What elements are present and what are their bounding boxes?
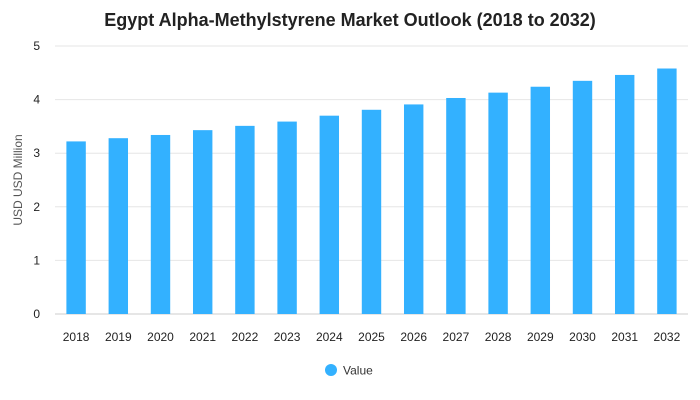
y-tick-label: 1: [33, 253, 40, 267]
y-tick-label: 4: [33, 93, 40, 107]
y-axis-title: USD USD Million: [11, 134, 25, 225]
x-axis-ticks: 2018 2019 2020 2021 2022 2023 2024 2025 2026 2027…: [63, 330, 681, 344]
x-tick-label-2031: 2031: [611, 330, 638, 344]
bar-2032[interactable]: [657, 68, 677, 315]
x-tick-label-2032: 2032: [654, 330, 681, 344]
bar-2026[interactable]: [403, 104, 424, 314]
x-tick-label-2022: 2022: [232, 330, 259, 344]
x-tick-label-2028: 2028: [485, 330, 512, 344]
legend-label-value: Value: [343, 364, 373, 378]
bar-2019[interactable]: [108, 138, 129, 314]
bar-2021[interactable]: [192, 130, 213, 314]
x-tick-label-2024: 2024: [316, 330, 343, 344]
x-tick-label-2030: 2030: [569, 330, 596, 344]
bar-2024[interactable]: [319, 115, 340, 315]
x-tick-label-2023: 2023: [274, 330, 301, 344]
x-tick-label-2026: 2026: [400, 330, 427, 344]
bar-2020[interactable]: [150, 134, 171, 314]
x-tick-label-2019: 2019: [105, 330, 132, 344]
bar-2018[interactable]: [66, 141, 86, 314]
x-tick-label-2018: 2018: [63, 330, 90, 344]
bar-2025[interactable]: [361, 109, 382, 314]
x-tick-label-2029: 2029: [527, 330, 554, 344]
bar-2029[interactable]: [530, 86, 551, 315]
x-tick-label-2027: 2027: [443, 330, 470, 344]
bar-2023[interactable]: [277, 121, 297, 315]
y-tick-label: 3: [33, 146, 40, 160]
x-tick-label-2025: 2025: [358, 330, 385, 344]
bar-2030[interactable]: [572, 80, 593, 314]
x-tick-label-2021: 2021: [189, 330, 216, 344]
legend[interactable]: Value: [325, 364, 373, 378]
legend-swatch-value: [325, 364, 337, 376]
bars-group: [66, 68, 677, 315]
bar-2022[interactable]: [235, 125, 255, 314]
chart-title: Egypt Alpha-Methylstyrene Market Outlook…: [104, 10, 595, 30]
x-tick-label-2020: 2020: [147, 330, 174, 344]
bar-2031[interactable]: [614, 74, 635, 314]
y-axis-ticks: 0 1 2 3 4 5: [33, 39, 40, 321]
bar-2028[interactable]: [488, 92, 508, 314]
y-tick-label: 5: [33, 39, 40, 53]
y-tick-label: 0: [33, 307, 40, 321]
y-tick-label: 2: [33, 200, 40, 214]
bar-2027[interactable]: [446, 97, 466, 314]
